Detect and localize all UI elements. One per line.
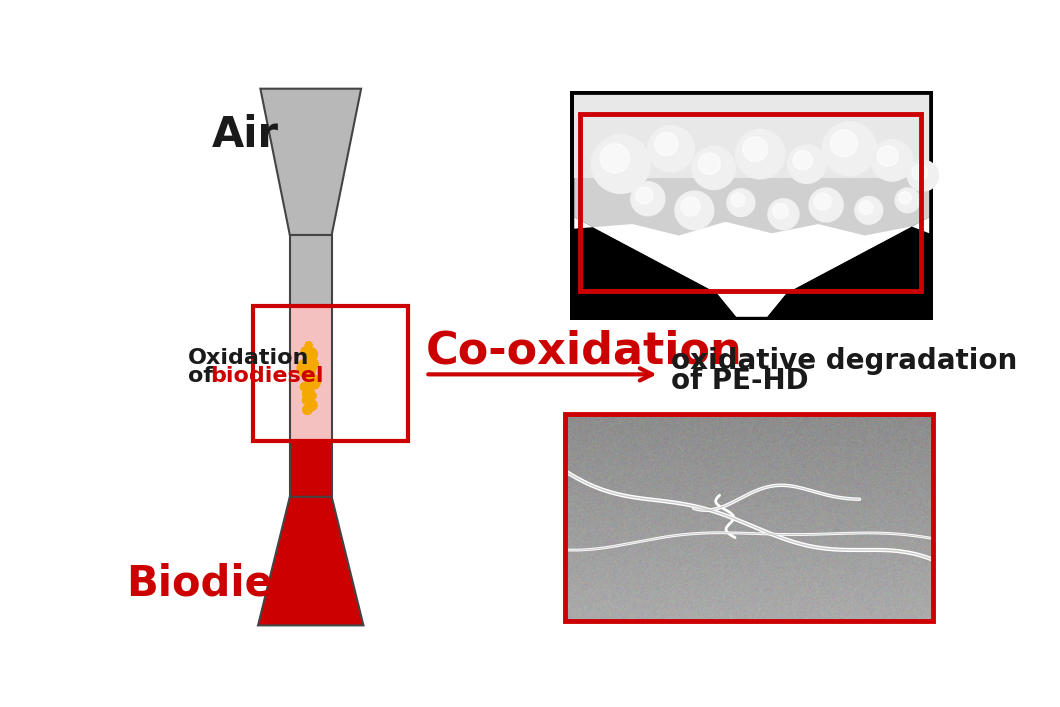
Circle shape	[306, 373, 314, 381]
Circle shape	[743, 137, 767, 161]
Circle shape	[768, 199, 799, 230]
Bar	[570, 91, 933, 320]
Circle shape	[731, 193, 745, 207]
Circle shape	[871, 139, 913, 181]
Circle shape	[305, 375, 320, 390]
Circle shape	[302, 397, 310, 404]
Circle shape	[310, 392, 316, 399]
Circle shape	[681, 197, 701, 216]
Circle shape	[304, 348, 317, 361]
Text: Oxidation: Oxidation	[189, 348, 310, 368]
Circle shape	[298, 359, 316, 378]
Circle shape	[636, 187, 653, 204]
Circle shape	[859, 201, 873, 214]
Circle shape	[814, 193, 831, 210]
Circle shape	[788, 145, 826, 183]
Text: of: of	[189, 366, 222, 386]
Circle shape	[793, 151, 813, 170]
Circle shape	[655, 133, 678, 156]
Circle shape	[303, 388, 315, 400]
Circle shape	[823, 122, 877, 176]
Text: biodiesel: biodiesel	[210, 366, 323, 386]
Bar	[252, 306, 408, 440]
Text: Biodiesel: Biodiesel	[126, 563, 340, 604]
Polygon shape	[258, 497, 364, 626]
Circle shape	[854, 197, 883, 224]
Circle shape	[304, 348, 317, 361]
Bar	[289, 332, 332, 423]
Circle shape	[305, 375, 320, 390]
Polygon shape	[575, 217, 930, 317]
Circle shape	[305, 341, 312, 349]
Text: of PE-HD: of PE-HD	[671, 368, 809, 395]
Circle shape	[308, 370, 314, 375]
FancyArrowPatch shape	[428, 368, 652, 380]
Circle shape	[311, 360, 318, 368]
Circle shape	[600, 144, 630, 173]
Circle shape	[809, 188, 843, 222]
Circle shape	[302, 397, 310, 404]
Polygon shape	[575, 95, 930, 317]
Circle shape	[699, 153, 720, 175]
Circle shape	[305, 341, 312, 349]
Circle shape	[301, 347, 311, 356]
Circle shape	[648, 126, 694, 172]
Circle shape	[878, 146, 898, 167]
Bar	[581, 114, 921, 291]
Circle shape	[773, 204, 789, 219]
Circle shape	[675, 191, 713, 230]
Text: Co-oxidation: Co-oxidation	[425, 329, 742, 373]
Bar	[252, 306, 408, 440]
Circle shape	[736, 129, 785, 179]
Circle shape	[913, 165, 928, 180]
Bar	[289, 235, 332, 332]
Circle shape	[308, 370, 314, 375]
Circle shape	[692, 146, 736, 189]
Circle shape	[631, 182, 665, 216]
Polygon shape	[261, 88, 361, 235]
Text: oxidative degradation: oxidative degradation	[671, 346, 1018, 375]
Circle shape	[591, 135, 650, 194]
Circle shape	[907, 160, 938, 191]
Circle shape	[303, 388, 315, 400]
Bar	[289, 423, 332, 497]
Circle shape	[298, 359, 316, 378]
Circle shape	[306, 373, 314, 381]
Circle shape	[310, 392, 316, 399]
Circle shape	[303, 405, 312, 414]
Circle shape	[830, 130, 858, 157]
Circle shape	[899, 192, 912, 204]
Circle shape	[895, 188, 920, 213]
Polygon shape	[575, 95, 930, 178]
Bar	[289, 306, 332, 440]
Bar	[565, 414, 933, 621]
Circle shape	[311, 360, 318, 368]
Circle shape	[301, 382, 308, 390]
Circle shape	[306, 400, 317, 410]
Circle shape	[301, 382, 308, 390]
Circle shape	[306, 400, 317, 410]
Circle shape	[301, 347, 311, 356]
Circle shape	[303, 405, 312, 414]
Circle shape	[727, 189, 755, 216]
Text: Air: Air	[211, 114, 279, 156]
